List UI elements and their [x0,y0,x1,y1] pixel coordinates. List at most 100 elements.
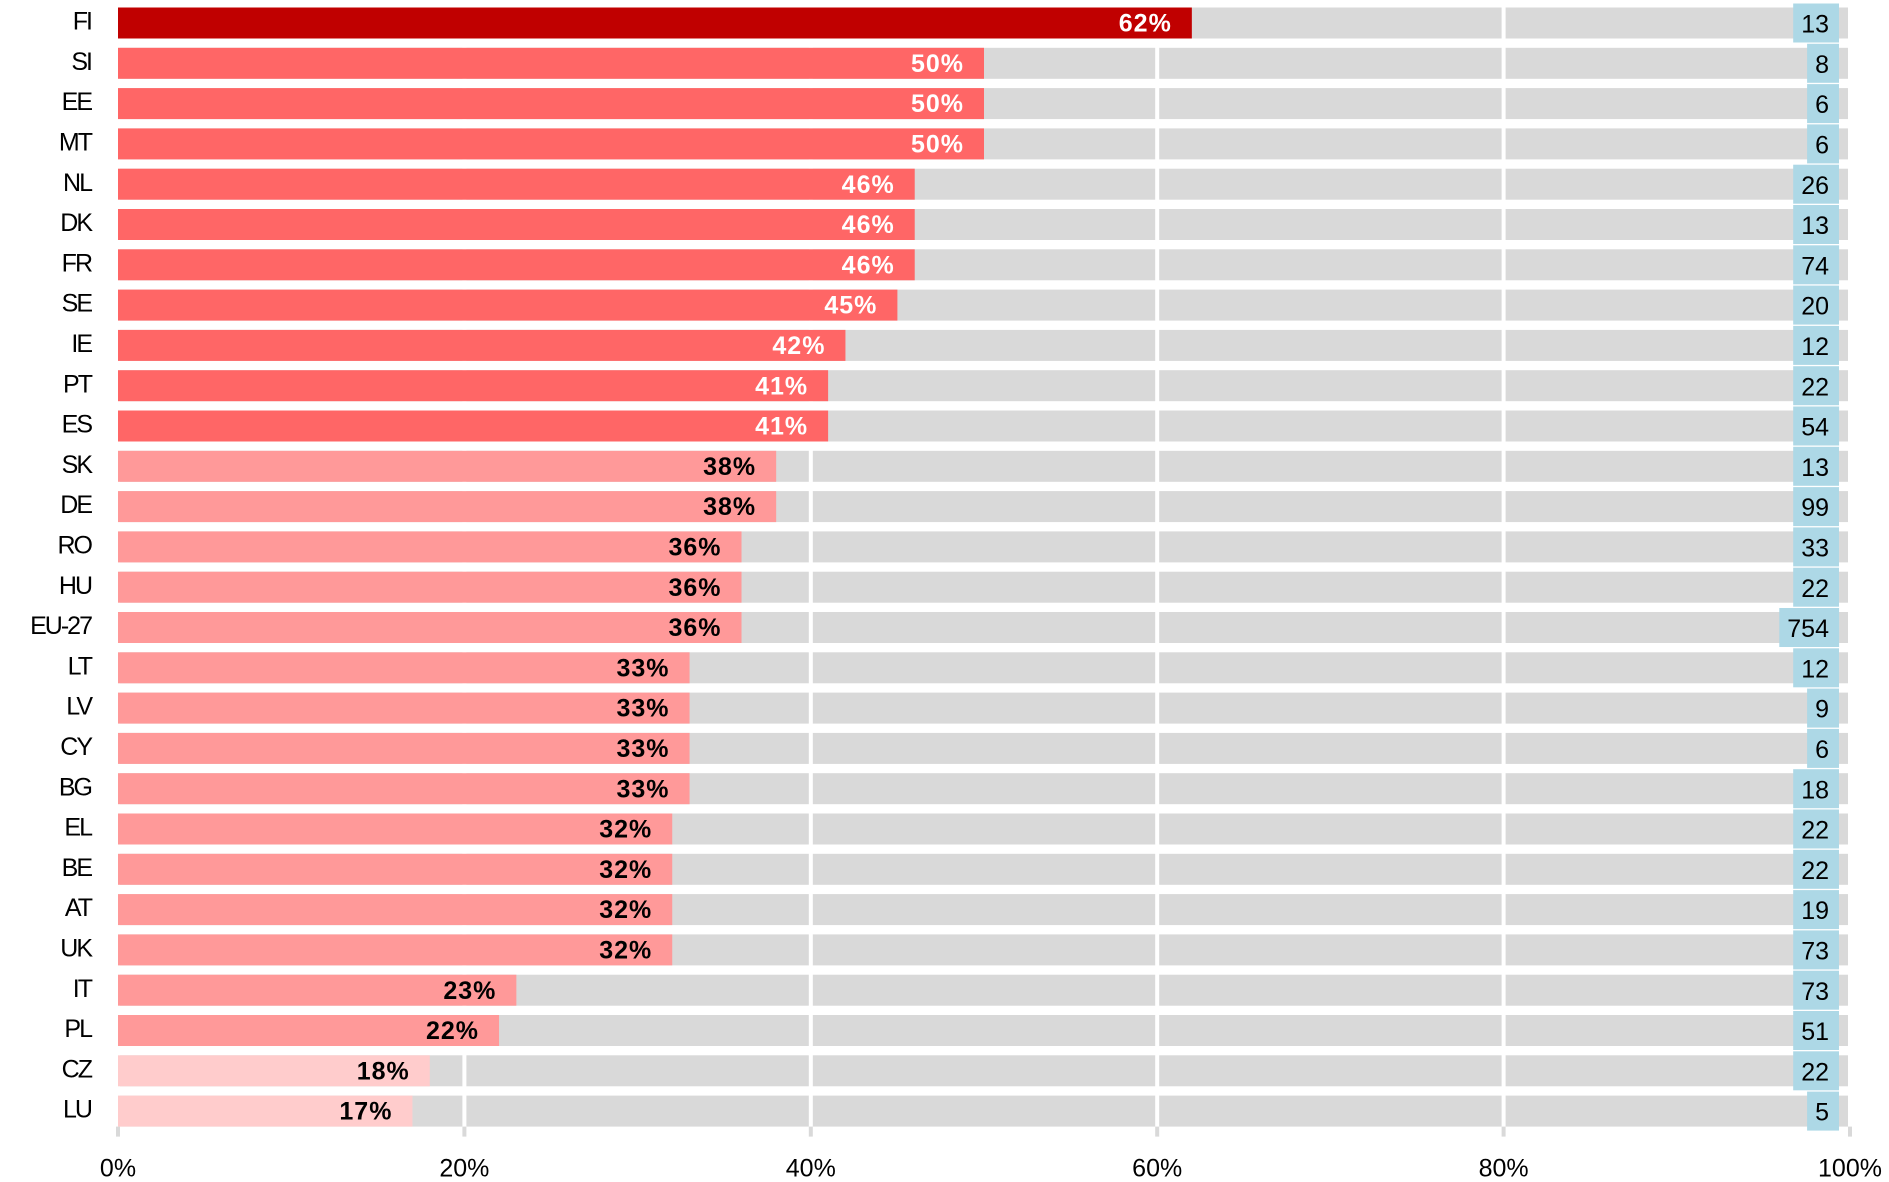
y-tick-label: MT [59,129,93,157]
bar [118,571,742,603]
data-label: 22% [426,1017,479,1045]
bar [118,934,673,966]
count-box [1793,567,1839,607]
count-label: 6 [1815,736,1829,764]
count-box [1807,1091,1839,1131]
data-label: 33% [617,695,670,723]
y-tick-label: NL [63,169,93,197]
count-label: 5 [1815,1099,1829,1127]
count-label: 22 [1801,857,1829,885]
y-tick-label: UK [60,935,93,963]
bar [118,652,690,684]
x-tick-label: 60% [1132,1155,1182,1182]
count-label: 18 [1801,776,1829,804]
data-label: 33% [617,775,670,803]
count-label: 6 [1815,132,1829,160]
count-label: 22 [1801,575,1829,603]
bar [118,1095,413,1127]
y-tick-label: PT [63,370,93,398]
count-box [1793,648,1839,688]
bar [118,370,829,402]
y-tick-label: EE [62,88,93,116]
count-box [1793,406,1840,446]
data-label: 38% [703,493,756,521]
bar [118,289,898,321]
bar [118,773,690,805]
bar [118,491,777,523]
data-label: 50% [911,50,964,78]
count-box [1793,527,1839,567]
count-box [1807,84,1839,124]
y-tick-label: SE [62,290,93,318]
count-label: 13 [1801,11,1829,39]
data-label: 46% [842,171,895,199]
bar [118,853,673,885]
count-box [1807,728,1839,768]
count-box [1793,366,1839,406]
data-label: 45% [824,292,877,320]
y-tick-label: BG [59,773,92,801]
y-tick-label: SK [62,451,94,479]
count-box [1807,43,1839,83]
count-label: 33 [1801,535,1829,563]
y-tick-label: LT [68,652,93,680]
data-label: 33% [617,735,670,763]
data-label: 46% [842,211,895,239]
y-tick-label: FR [62,249,92,277]
y-tick-label: CZ [62,1055,93,1083]
data-label: 50% [911,90,964,118]
count-label: 26 [1801,172,1829,200]
y-tick-label: LV [66,693,93,721]
count-label: 9 [1815,696,1829,724]
count-label: 8 [1815,51,1829,79]
bar [118,974,517,1006]
data-label: 36% [668,534,721,562]
count-box [1793,890,1839,930]
count-label: 19 [1801,897,1829,925]
count-box [1807,688,1839,728]
count-box [1793,1011,1839,1050]
count-box [1793,3,1839,43]
y-tick-label: HU [59,572,92,600]
count-label: 6 [1815,91,1829,119]
count-label: 73 [1801,938,1829,966]
bar [118,1015,500,1046]
count-box [1793,487,1839,527]
count-label: 54 [1801,414,1829,442]
y-tick-label: ES [62,411,93,439]
data-label: 32% [599,937,652,965]
count-label: 51 [1801,1018,1829,1046]
count-box [1793,205,1839,244]
data-label: 18% [357,1057,410,1085]
x-tick-label: 100% [1818,1155,1882,1182]
bar [118,450,777,482]
bar [118,612,742,643]
count-label: 13 [1801,454,1829,482]
bar [118,7,1192,39]
data-label: 41% [755,413,808,441]
count-box [1793,809,1839,849]
y-tick-label: RO [58,532,93,560]
bar [118,894,673,926]
bar [118,209,915,240]
bar [118,1055,430,1087]
count-label: 22 [1801,1058,1829,1086]
y-tick-label: DE [60,491,92,519]
bar [118,168,915,200]
x-tick-label: 0% [100,1155,136,1182]
count-label: 74 [1801,252,1829,280]
bar [118,47,984,79]
y-tick-label: CY [60,733,93,761]
bar [118,410,829,442]
count-box [1793,930,1839,970]
data-label: 42% [772,332,825,360]
data-label: 38% [703,453,756,481]
y-tick-label: SI [71,48,91,76]
count-box [1793,325,1839,365]
count-box [1793,245,1840,285]
data-label: 41% [755,372,808,400]
y-tick-label: EU-27 [30,612,92,640]
count-box [1793,164,1839,204]
count-label: 20 [1801,293,1829,321]
